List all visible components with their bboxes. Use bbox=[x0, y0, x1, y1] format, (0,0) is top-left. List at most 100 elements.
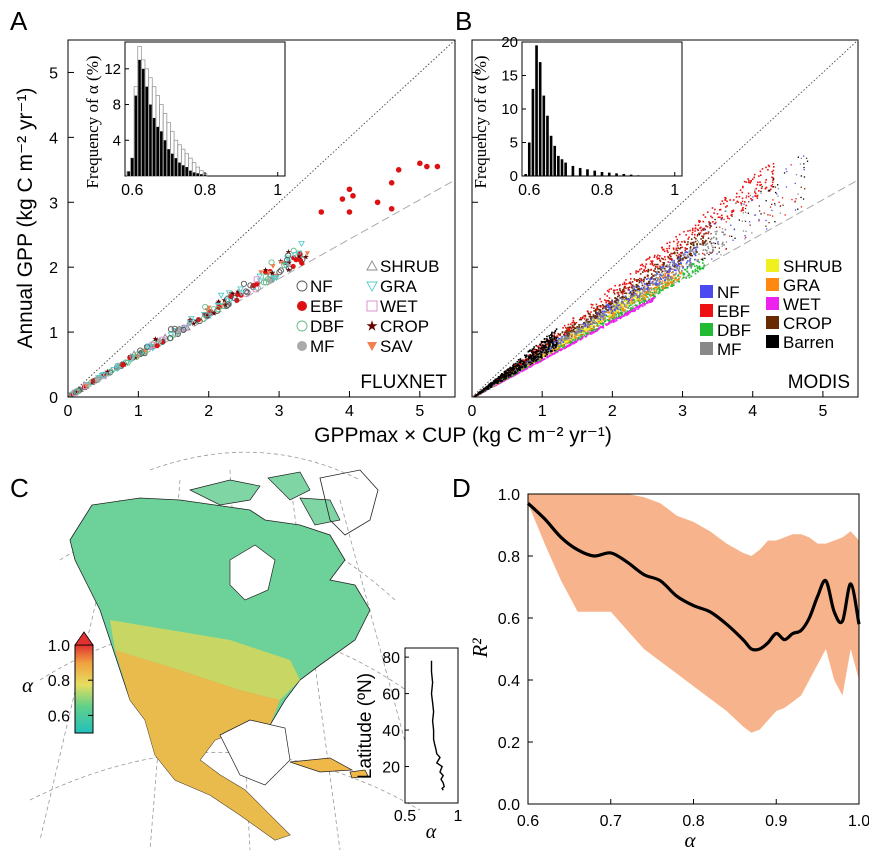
panel-b-point bbox=[661, 271, 663, 273]
panel-b-point bbox=[546, 340, 549, 342]
panel-b-point bbox=[664, 279, 666, 281]
panel-b-point bbox=[604, 305, 607, 308]
panel-b-point bbox=[702, 237, 704, 239]
panel-b-point bbox=[655, 277, 658, 279]
panel-b-point bbox=[710, 238, 712, 241]
panel-b-point bbox=[549, 339, 552, 341]
panel-b-point bbox=[586, 334, 588, 336]
panel-b-point bbox=[700, 238, 702, 240]
panel-a-legend-label: EBF bbox=[310, 297, 343, 316]
panel-b-point bbox=[799, 163, 802, 165]
panel-b-point bbox=[515, 371, 517, 374]
panel-b-point bbox=[645, 259, 647, 261]
panel-b-point bbox=[658, 271, 660, 273]
panel-b-point bbox=[629, 304, 631, 306]
panel-b-point bbox=[658, 286, 660, 288]
panel-b-point bbox=[554, 347, 556, 350]
panel-b-point bbox=[721, 228, 724, 230]
panel-b-point bbox=[806, 160, 809, 162]
panel-b-point bbox=[593, 322, 596, 324]
panel-b-point bbox=[558, 344, 561, 346]
panel-b-point bbox=[644, 291, 647, 294]
panel-a-legend-marker bbox=[366, 320, 378, 331]
panel-b-point bbox=[537, 349, 540, 352]
panel-b-point bbox=[600, 326, 602, 328]
panel-b-point bbox=[586, 318, 588, 321]
panel-b-point bbox=[566, 332, 568, 334]
panel-b-point bbox=[517, 363, 519, 366]
panel-b-point bbox=[685, 251, 688, 253]
panel-b-point bbox=[680, 262, 682, 264]
panel-b-point bbox=[672, 273, 675, 276]
panel-b-point bbox=[698, 219, 700, 222]
panel-b-point bbox=[699, 227, 701, 229]
panel-b-point bbox=[624, 292, 626, 294]
panel-b-point bbox=[661, 270, 664, 273]
panel-b-point bbox=[688, 274, 691, 276]
panel-a-point bbox=[134, 351, 141, 358]
panel-b-point bbox=[622, 302, 625, 305]
panel-b-point bbox=[804, 188, 806, 190]
panel-b-point bbox=[691, 254, 693, 257]
panel-b-point bbox=[627, 311, 629, 313]
panel-b-point bbox=[533, 348, 536, 350]
panel-b-point bbox=[635, 270, 637, 272]
panel-b-point bbox=[626, 301, 629, 304]
panel-b-point bbox=[514, 367, 516, 369]
panel-b-point bbox=[680, 255, 682, 257]
panel-b-point bbox=[551, 353, 553, 356]
panel-b-point bbox=[668, 269, 670, 271]
panel-b-point bbox=[654, 295, 656, 298]
panel-b-point bbox=[702, 244, 704, 246]
panel-b-point bbox=[547, 352, 550, 355]
panel-b-inset-bar bbox=[527, 142, 531, 176]
panel-b-point bbox=[599, 309, 601, 312]
panel-b-point bbox=[572, 326, 575, 329]
panel-b-point bbox=[662, 258, 664, 260]
panel-b-point bbox=[507, 369, 509, 371]
panel-b-point bbox=[578, 330, 580, 332]
panel-b-point bbox=[719, 209, 721, 211]
panel-b-point bbox=[629, 281, 631, 283]
panel-b-point bbox=[684, 249, 686, 252]
panel-a-ebf-point bbox=[424, 163, 430, 170]
panel-b-point bbox=[697, 224, 700, 226]
panel-b-point bbox=[670, 279, 673, 281]
panel-b-point bbox=[555, 344, 557, 346]
panel-b-point bbox=[751, 199, 753, 202]
panel-b-point bbox=[712, 247, 714, 249]
panel-b-point bbox=[609, 306, 611, 309]
panel-b-point bbox=[626, 302, 629, 305]
panel-b-point bbox=[587, 333, 589, 336]
panel-a-x-tick-label: 1 bbox=[134, 403, 143, 420]
panel-b-point bbox=[712, 246, 715, 249]
panel-b-point bbox=[605, 315, 607, 318]
panel-b-point bbox=[661, 282, 664, 285]
panel-b-point bbox=[621, 305, 624, 308]
panel-b-point bbox=[608, 315, 610, 317]
panel-b-point bbox=[618, 316, 621, 319]
panel-b-point bbox=[651, 291, 654, 294]
panel-b-point bbox=[642, 297, 645, 300]
panel-b-point bbox=[747, 192, 750, 195]
panel-b-point bbox=[644, 298, 646, 300]
panel-b-point bbox=[571, 321, 574, 324]
panel-b-point bbox=[682, 272, 684, 275]
panel-b-point bbox=[555, 348, 558, 351]
panel-b-point bbox=[581, 325, 583, 328]
panel-b-point bbox=[560, 342, 563, 344]
panel-b-point bbox=[501, 374, 504, 377]
panel-b-point bbox=[487, 387, 489, 390]
panel-a-point bbox=[211, 310, 217, 316]
panel-b-point bbox=[691, 250, 693, 252]
panel-b-point bbox=[669, 276, 671, 278]
panel-b-point bbox=[506, 374, 508, 376]
panel-b-point bbox=[749, 182, 751, 184]
panel-b-point bbox=[589, 333, 591, 335]
panel-b-point bbox=[613, 309, 616, 311]
panel-b-point bbox=[565, 326, 567, 329]
panel-b-point bbox=[760, 190, 762, 193]
panel-b-point bbox=[669, 278, 671, 280]
panel-b-point bbox=[723, 244, 725, 246]
panel-b-point bbox=[636, 294, 639, 297]
